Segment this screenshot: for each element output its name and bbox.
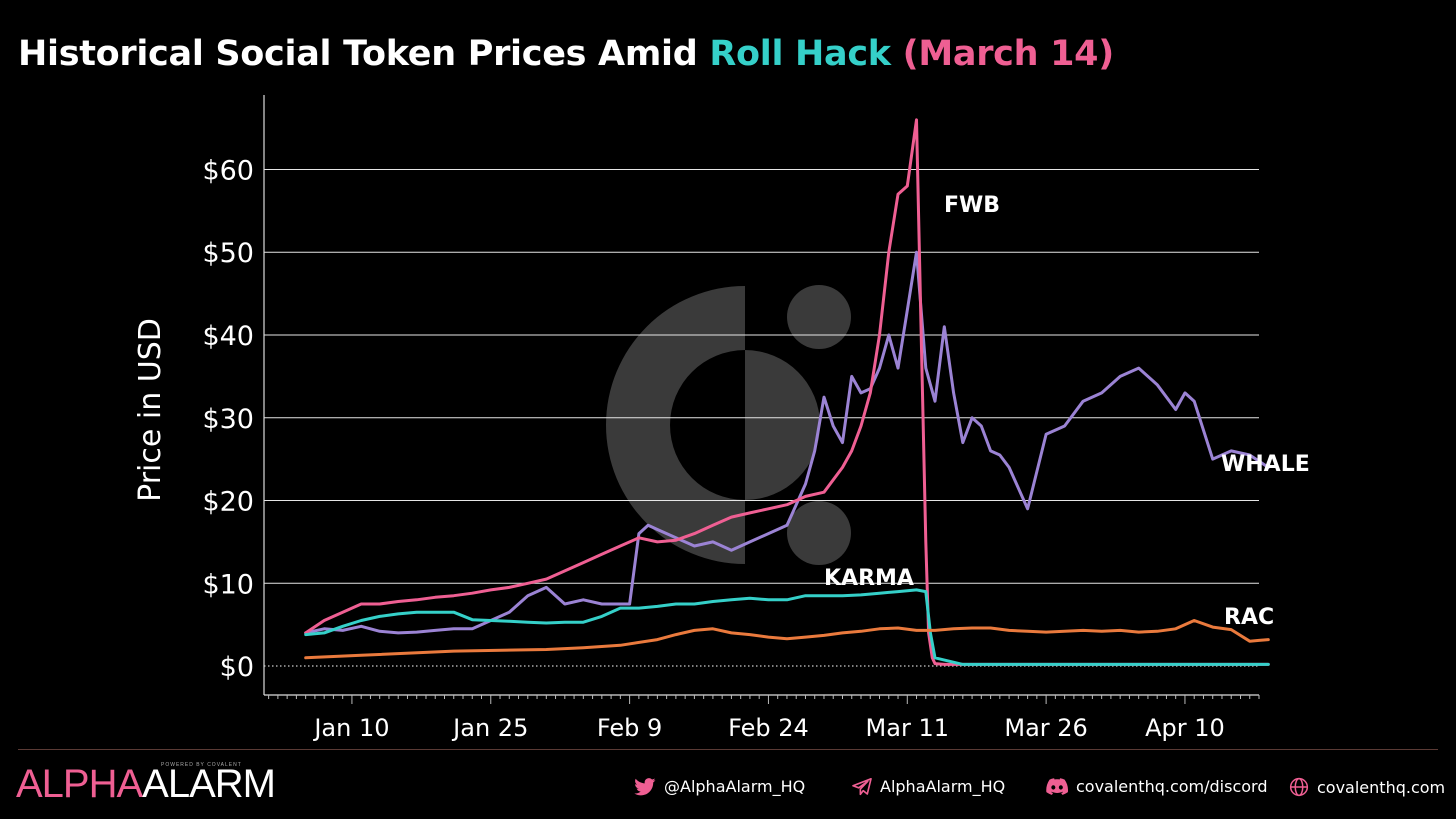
y-tick-label: $60 [202, 155, 254, 186]
twitter-link[interactable]: @AlphaAlarm_HQ [634, 777, 805, 796]
y-tick-label: $0 [220, 652, 254, 683]
website-text: covalenthq.com [1317, 777, 1446, 797]
x-tick-label: Jan 25 [451, 714, 528, 742]
x-tick-label: Feb 24 [728, 714, 809, 742]
website-link[interactable]: covalenthq.com [1289, 777, 1445, 797]
title-prefix: Historical Social Token Prices Amid [18, 34, 710, 74]
series-line-fwb [304, 118, 1270, 666]
globe-icon [1289, 777, 1309, 797]
brand-alarm: ALARM [142, 762, 276, 806]
alpha-alarm-logo: ALPHAALARM POWERED BY COVALENT [16, 762, 276, 807]
x-tick-label: Feb 9 [597, 714, 662, 742]
annotation-rac: RAC [1224, 605, 1274, 630]
y-tick-label: $50 [202, 238, 254, 269]
telegram-icon [852, 777, 872, 795]
y-axis-label: Price in USD [133, 318, 168, 502]
series-line-whale [304, 250, 1270, 635]
x-tick-label: Mar 26 [1004, 714, 1087, 742]
annotation-whale: WHALE [1221, 452, 1310, 477]
brand-powered: POWERED BY COVALENT [161, 762, 242, 768]
brand-alpha: ALPHA [16, 762, 143, 806]
telegram-link[interactable]: AlphaAlarm_HQ [852, 777, 1005, 796]
x-tick-label: Apr 10 [1145, 714, 1225, 742]
y-tick-label: $30 [202, 404, 254, 435]
y-tick-label: $10 [202, 569, 254, 600]
discord-link-text: covalenthq.com/discord [1076, 777, 1268, 796]
twitter-handle: @AlphaAlarm_HQ [664, 777, 806, 796]
series-line-rac [304, 619, 1270, 660]
discord-link[interactable]: covalenthq.com/discord [1046, 777, 1267, 796]
x-tick-label: Mar 11 [866, 714, 949, 742]
telegram-handle: AlphaAlarm_HQ [880, 777, 1006, 796]
footer-divider [18, 749, 1438, 750]
price-chart: $0 $10 $20 $30 $40 $50 $60 Jan 10 Jan 25 Feb 9 Feb… [133, 95, 1310, 742]
title-suffix: (March 14) [890, 34, 1115, 74]
title-highlight: Roll Hack [709, 34, 891, 74]
covalent-watermark-logo [606, 285, 851, 565]
annotation-fwb: FWB [944, 193, 1000, 218]
annotation-karma: KARMA [824, 566, 914, 591]
y-tick-label: $20 [202, 487, 254, 518]
discord-icon [1046, 778, 1068, 795]
twitter-icon [634, 777, 656, 795]
series-line-karma [304, 588, 1270, 666]
y-tick-label: $40 [202, 321, 254, 352]
x-tick-label: Jan 10 [312, 714, 389, 742]
chart-title: Historical Social Token Prices Amid Roll… [18, 34, 1114, 74]
